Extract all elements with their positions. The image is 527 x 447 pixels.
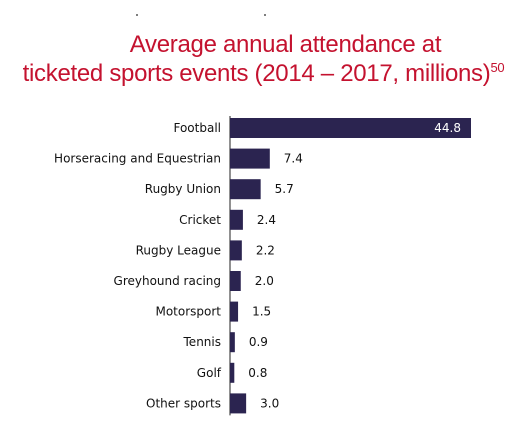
value-label: 44.8 xyxy=(434,121,461,135)
category-label: Tennis xyxy=(183,335,221,349)
category-label: Rugby Union xyxy=(145,182,221,196)
value-label: 7.4 xyxy=(284,152,303,166)
chart-title-line1: Average annual attendance at xyxy=(129,31,442,58)
category-label: Rugby League xyxy=(136,243,221,257)
category-label: Cricket xyxy=(179,213,221,227)
bar xyxy=(230,332,235,353)
bar xyxy=(230,362,235,383)
category-label: Horseracing and Equestrian xyxy=(54,152,221,166)
value-label: 5.7 xyxy=(275,182,294,196)
bar xyxy=(230,240,242,261)
value-label: 0.8 xyxy=(248,366,267,380)
bar xyxy=(230,179,261,200)
value-label: 0.9 xyxy=(249,335,268,349)
scan-dot-right xyxy=(264,14,266,16)
bar xyxy=(230,148,270,169)
category-label: Golf xyxy=(197,366,222,380)
chart-title-line2-text: ticketed sports events (2014 – 2017, mil… xyxy=(22,60,491,87)
bar xyxy=(230,209,243,230)
value-label: 2.4 xyxy=(257,213,276,227)
bar xyxy=(230,301,239,322)
category-label: Other sports xyxy=(146,396,221,410)
bar xyxy=(230,118,471,138)
category-label: Motorsport xyxy=(155,305,221,319)
bar xyxy=(230,271,241,291)
chart-title: Average annual attendance at ticketed sp… xyxy=(0,30,527,88)
category-label: Greyhound racing xyxy=(114,274,221,288)
value-label: 3.0 xyxy=(260,396,279,410)
value-label: 2.0 xyxy=(255,274,274,288)
category-label: Football xyxy=(173,121,221,135)
value-label: 1.5 xyxy=(252,305,271,319)
value-label: 2.2 xyxy=(256,243,275,257)
title-footnote-ref: 50 xyxy=(490,60,505,75)
bar xyxy=(230,393,247,414)
scan-dot-left xyxy=(136,14,138,16)
chart-title-line2: ticketed sports events (2014 – 2017, mil… xyxy=(0,59,527,88)
